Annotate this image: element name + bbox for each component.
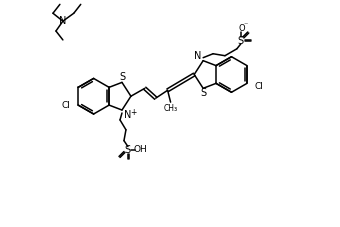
Text: S: S bbox=[125, 145, 131, 155]
Text: OH: OH bbox=[134, 145, 148, 154]
Text: N: N bbox=[59, 16, 67, 26]
Text: ⁻: ⁻ bbox=[243, 21, 248, 30]
Text: Cl: Cl bbox=[61, 101, 70, 110]
Text: S: S bbox=[119, 72, 125, 82]
Text: N: N bbox=[194, 51, 201, 61]
Text: Cl: Cl bbox=[255, 82, 264, 91]
Text: O: O bbox=[238, 24, 245, 32]
Text: S: S bbox=[238, 36, 244, 46]
Text: +: + bbox=[130, 108, 136, 116]
Text: N: N bbox=[124, 110, 131, 120]
Text: S: S bbox=[200, 88, 206, 98]
Text: CH₃: CH₃ bbox=[164, 104, 177, 113]
